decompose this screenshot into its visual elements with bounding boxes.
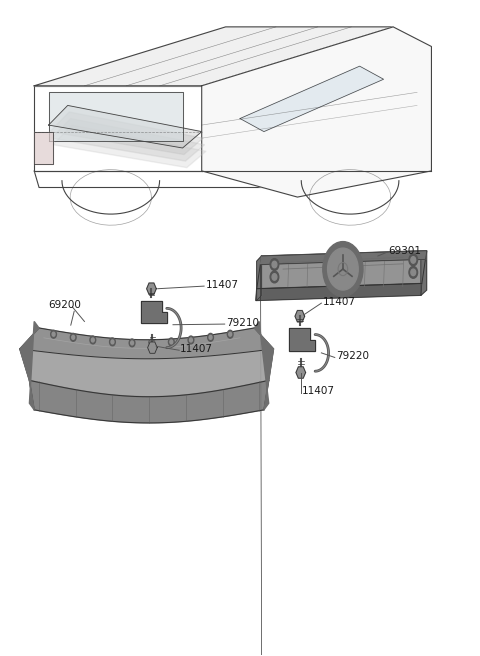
Circle shape — [228, 330, 233, 338]
Polygon shape — [34, 132, 53, 165]
Text: 11407: 11407 — [180, 344, 213, 354]
Circle shape — [272, 274, 277, 280]
Circle shape — [150, 341, 153, 345]
Circle shape — [170, 340, 173, 344]
Polygon shape — [240, 66, 384, 132]
Text: 79220: 79220 — [336, 351, 369, 361]
Polygon shape — [256, 283, 422, 300]
Text: 11407: 11407 — [205, 280, 239, 290]
Text: 79210: 79210 — [226, 318, 259, 328]
Circle shape — [91, 338, 94, 342]
Circle shape — [71, 333, 76, 341]
Polygon shape — [421, 251, 427, 295]
Text: 69200: 69200 — [48, 300, 82, 310]
Circle shape — [327, 248, 358, 290]
Polygon shape — [254, 321, 274, 410]
Text: 11407: 11407 — [323, 297, 355, 307]
Text: 11407: 11407 — [302, 386, 335, 396]
Circle shape — [72, 335, 74, 339]
Polygon shape — [202, 27, 432, 197]
Polygon shape — [141, 300, 167, 323]
Circle shape — [52, 332, 55, 336]
Polygon shape — [20, 321, 39, 410]
Polygon shape — [48, 92, 182, 142]
Polygon shape — [147, 283, 156, 295]
Polygon shape — [148, 342, 157, 354]
Circle shape — [409, 266, 418, 278]
Polygon shape — [29, 380, 269, 423]
Circle shape — [411, 269, 416, 276]
Polygon shape — [261, 251, 427, 264]
Polygon shape — [48, 106, 202, 148]
Circle shape — [129, 339, 135, 347]
Circle shape — [323, 241, 363, 297]
Circle shape — [272, 261, 277, 268]
Polygon shape — [51, 119, 204, 161]
Circle shape — [131, 341, 133, 345]
Circle shape — [51, 330, 57, 338]
Polygon shape — [20, 349, 274, 397]
Polygon shape — [34, 27, 393, 86]
Polygon shape — [257, 256, 262, 300]
Circle shape — [209, 335, 212, 339]
Polygon shape — [289, 328, 315, 351]
Circle shape — [111, 340, 114, 344]
Polygon shape — [53, 125, 206, 168]
Circle shape — [411, 256, 416, 263]
Polygon shape — [50, 112, 203, 155]
Text: 69301: 69301 — [388, 246, 421, 256]
Polygon shape — [20, 328, 274, 359]
Polygon shape — [296, 367, 306, 378]
Circle shape — [109, 338, 115, 346]
Circle shape — [270, 258, 279, 270]
Polygon shape — [295, 310, 305, 322]
Polygon shape — [34, 86, 202, 171]
Circle shape — [149, 339, 155, 347]
Polygon shape — [257, 251, 427, 289]
Circle shape — [409, 254, 418, 266]
Circle shape — [190, 338, 192, 342]
Circle shape — [90, 336, 96, 344]
Circle shape — [229, 332, 232, 336]
Circle shape — [168, 338, 174, 346]
Circle shape — [270, 271, 279, 283]
Circle shape — [208, 333, 214, 341]
Circle shape — [188, 336, 194, 344]
